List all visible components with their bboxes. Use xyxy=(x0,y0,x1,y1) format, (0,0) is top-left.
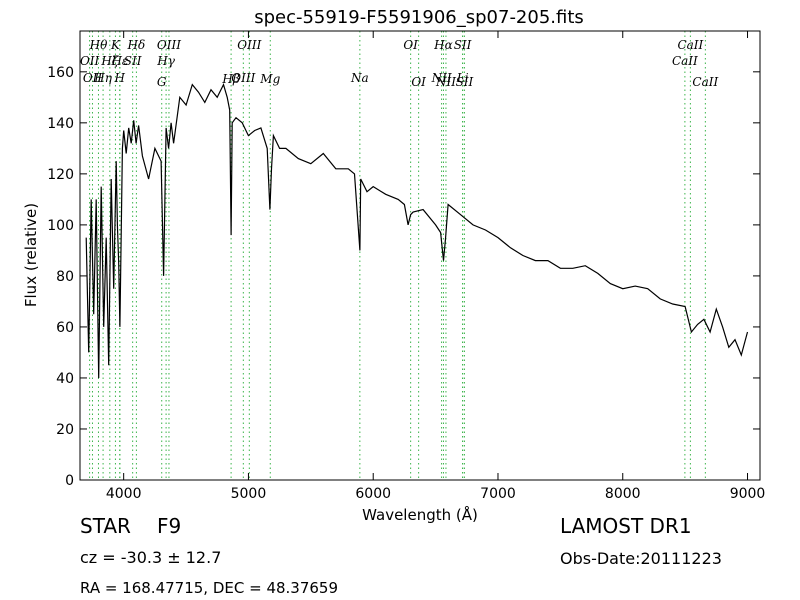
y-tick-label: 160 xyxy=(47,65,74,81)
y-axis-label: Flux (relative) xyxy=(22,203,40,307)
y-tick-label: 100 xyxy=(47,218,74,234)
survey-name: LAMOST DR1 xyxy=(560,514,692,538)
spectral-line-label: Hζ xyxy=(100,54,119,68)
spectral-line-label: OII xyxy=(80,54,100,68)
spectral-line-label: CaII xyxy=(672,54,698,68)
x-tick-label: 4000 xyxy=(106,486,142,502)
spectral-line-label: Hβ xyxy=(221,72,239,86)
spectral-line-label: OIII xyxy=(237,38,261,52)
y-axis-ticks: 0 20 40 60 80 100 120 140 160 xyxy=(47,65,760,489)
y-tick-label: 60 xyxy=(56,320,74,336)
object-subclass: F9 xyxy=(157,514,182,538)
spectral-line-label: OIII xyxy=(231,71,255,85)
spectral-line-label: G xyxy=(157,75,167,89)
x-tick-label: 8000 xyxy=(605,486,641,502)
spectral-line-label: Li xyxy=(456,71,469,85)
y-tick-label: 80 xyxy=(56,269,74,285)
x-axis-ticks: 4000 5000 6000 7000 8000 9000 xyxy=(106,31,765,502)
spectral-line-label: CaII xyxy=(677,38,703,52)
y-tick-label: 120 xyxy=(47,167,74,183)
spectral-line-label: Hθ xyxy=(89,38,108,52)
spectral-line-label: Hγ xyxy=(156,54,175,68)
x-axis-label: Wavelength (Å) xyxy=(362,505,478,524)
spectral-line-label: Hα xyxy=(433,38,453,52)
spectral-line-label: K xyxy=(110,38,121,52)
spectral-line-label: CaII xyxy=(692,75,718,89)
spectral-line-label: Hδ xyxy=(127,38,146,52)
spectrum-line xyxy=(85,82,749,379)
spectral-line-label: H xyxy=(113,71,125,85)
sky-coordinates: RA = 168.47715, DEC = 48.37659 xyxy=(80,579,339,597)
y-tick-label: 20 xyxy=(56,422,74,438)
x-tick-label: 6000 xyxy=(355,486,391,502)
spectral-line-label: OI xyxy=(411,75,426,89)
redshift-readout: cz = -30.3 ± 12.7 xyxy=(80,548,222,567)
spectral-line-label: Na xyxy=(350,71,369,85)
plot-frame xyxy=(79,30,761,481)
spectral-line-label: NII xyxy=(431,71,452,85)
spectral-line-labels: OIIOIIHθHηHζKHHεSIIHδGHγOIIIHβOIIIOIIIMg… xyxy=(80,38,719,89)
spectral-line-label: Hη xyxy=(93,71,112,85)
spectral-line-label: Mg xyxy=(259,72,280,86)
x-tick-label: 9000 xyxy=(730,486,766,502)
object-class: STAR xyxy=(80,514,131,538)
observation-date: Obs-Date:20111223 xyxy=(560,549,722,568)
spectral-line-label: SII xyxy=(456,75,474,89)
spectral-line-label: NII xyxy=(435,75,456,89)
y-tick-label: 0 xyxy=(65,473,74,489)
y-tick-label: 140 xyxy=(47,116,74,132)
spectral-line-label: OIII xyxy=(157,38,181,52)
spectral-line-label: SII xyxy=(454,38,472,52)
chart-title: spec-55919-F5591906_sp07-205.fits xyxy=(254,7,584,28)
spectral-line-markers xyxy=(89,31,706,480)
x-tick-label: 5000 xyxy=(231,486,267,502)
x-tick-label: 7000 xyxy=(480,486,516,502)
y-tick-label: 40 xyxy=(56,371,74,387)
spectral-line-label: Hε xyxy=(110,54,128,68)
spectral-line-label: OI xyxy=(403,38,418,52)
spectral-line-label: OII xyxy=(83,71,103,85)
spectral-line-label: SII xyxy=(124,54,142,68)
